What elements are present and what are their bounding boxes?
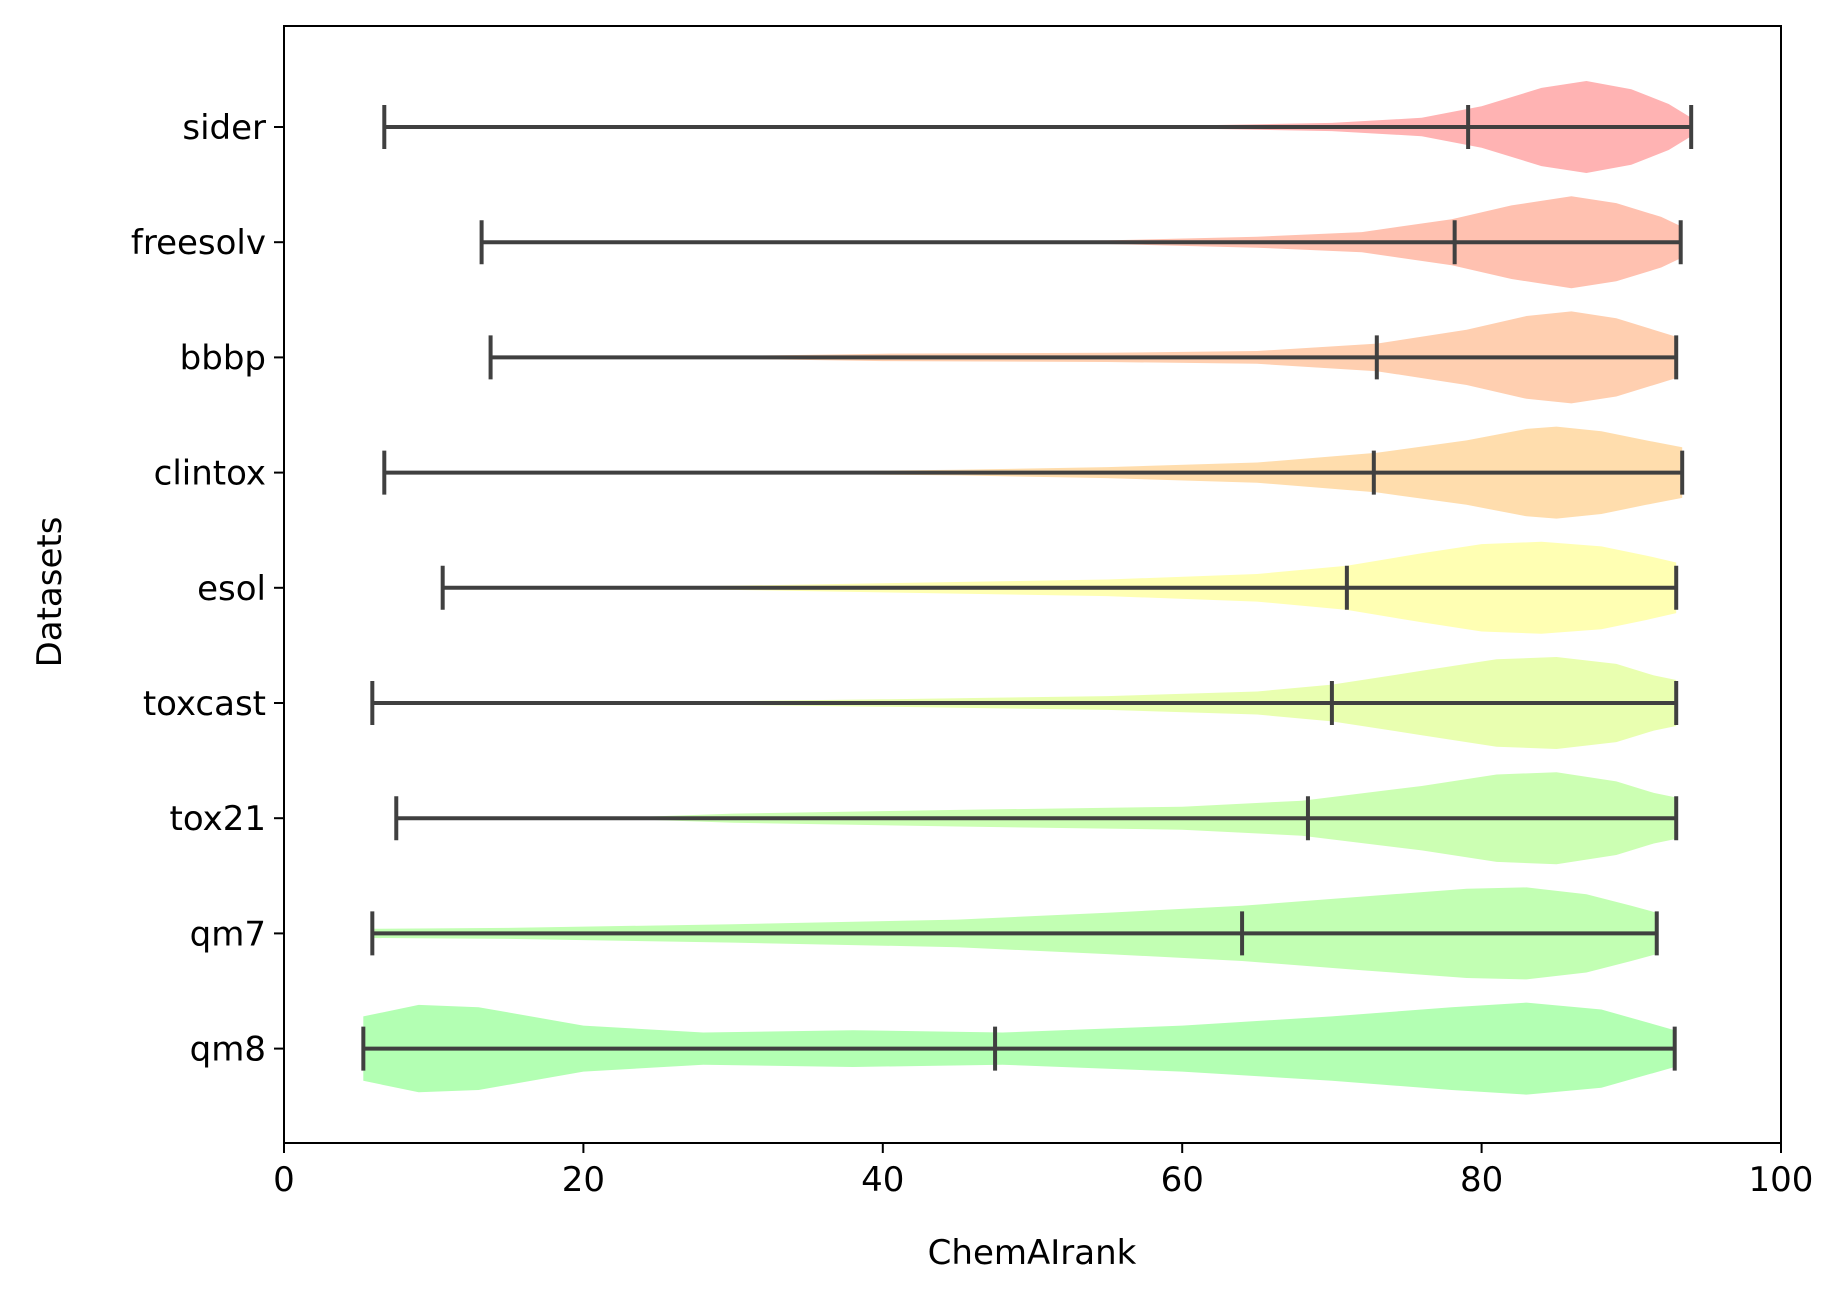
y-tick-label-toxcast: toxcast	[143, 684, 266, 724]
x-tick-label-0: 0	[273, 1160, 295, 1200]
y-tick-label-tox21: tox21	[170, 799, 266, 839]
x-tick-label-40: 40	[861, 1160, 904, 1200]
x-axis: 0 20 40 60 80 100	[273, 1143, 1813, 1200]
y-tick-label-qm7: qm7	[190, 914, 266, 954]
y-tick-label-clintox: clintox	[154, 454, 266, 494]
y-tick-label-freesolv: freesolv	[131, 223, 266, 263]
statistics-layer	[361, 105, 1694, 1071]
x-tick-label-80: 80	[1460, 1160, 1503, 1200]
x-axis-label: ChemAIrank	[928, 1233, 1137, 1273]
y-tick-label-bbbp: bbbp	[180, 338, 266, 378]
y-axis-label: Datasets	[30, 517, 70, 668]
y-tick-label-esol: esol	[197, 569, 266, 609]
y-tick-label-qm8: qm8	[190, 1030, 266, 1070]
plot-frame	[283, 25, 1782, 1144]
y-tick-label-sider: sider	[182, 108, 266, 148]
x-tick-label-100: 100	[1749, 1160, 1814, 1200]
x-tick-label-20: 20	[562, 1160, 605, 1200]
y-axis: sider freesolv bbbp clintox esol toxcast tox21…	[131, 108, 284, 1070]
x-tick-label-60: 60	[1161, 1160, 1204, 1200]
